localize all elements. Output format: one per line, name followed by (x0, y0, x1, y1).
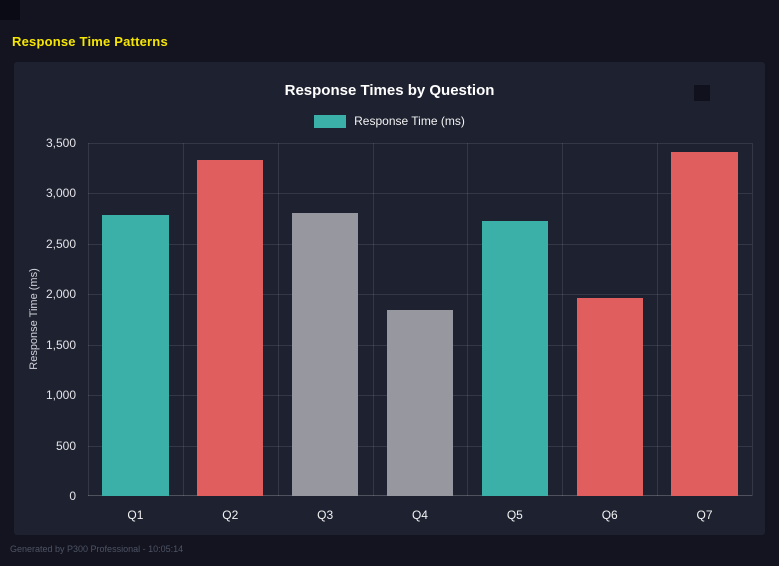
bar-column (373, 143, 468, 496)
footer-note: Generated by P300 Professional - 10:05:1… (10, 544, 184, 554)
y-tick-label: 3,500 (45, 136, 76, 150)
bar-column (562, 143, 657, 496)
legend-label: Response Time (ms) (354, 114, 465, 128)
x-tick-label: Q3 (317, 508, 334, 522)
y-tick-label: 2,500 (45, 236, 76, 251)
bar-q2[interactable] (197, 160, 264, 496)
bar-q7[interactable] (671, 152, 738, 496)
legend-swatch (314, 114, 347, 128)
y-tick-label: 1,500 (45, 337, 76, 352)
y-tick-label: 0 (69, 489, 76, 503)
v-gridline (277, 143, 279, 496)
page-title: Response Time Patterns (12, 34, 168, 49)
corner-square-top-left (0, 0, 20, 20)
bar-column (278, 143, 373, 496)
x-tick-label: Q1 (127, 508, 144, 522)
legend[interactable]: Response Time (ms) (14, 114, 765, 128)
bar-q3[interactable] (291, 212, 359, 496)
plot-area (88, 143, 753, 496)
bar-column (657, 143, 752, 496)
chart-title: Response Times by Question (284, 82, 495, 99)
h-gridline (88, 143, 752, 144)
y-tick-label: 3,000 (45, 186, 76, 201)
v-gridline (752, 143, 753, 496)
bar-column (88, 143, 183, 496)
y-tick-label: 500 (55, 438, 76, 453)
x-tick-label: Q5 (506, 508, 523, 522)
x-axis-labels: Q1 Q2 Q3 Q4 Q5 Q6 Q7 (88, 508, 752, 528)
chart-panel: Response Times by Question Response Time… (14, 62, 765, 535)
x-tick-label: Q7 (696, 508, 713, 522)
bar-column (183, 143, 278, 496)
v-gridline (562, 143, 564, 496)
bar-column (467, 143, 562, 496)
h-gridline (88, 294, 752, 296)
v-gridline (88, 143, 89, 496)
bar-q5[interactable] (481, 220, 549, 496)
corner-square-top-right (694, 85, 710, 101)
h-gridline (88, 193, 752, 195)
bar-q1[interactable] (102, 214, 169, 496)
x-tick-label: Q6 (601, 508, 618, 522)
v-gridline (372, 143, 374, 496)
v-gridline (182, 143, 184, 496)
x-tick-label: Q4 (411, 508, 428, 522)
bar-q4[interactable] (386, 310, 454, 496)
h-gridline (88, 243, 752, 245)
v-gridline (467, 143, 469, 496)
bar-q6[interactable] (576, 298, 643, 496)
v-gridline (657, 143, 659, 496)
x-tick-label: Q2 (222, 508, 239, 522)
y-axis-ticks: 0 500 1,000 1,500 2,000 2,500 3,000 3,500 (14, 136, 82, 503)
y-tick-label: 1,000 (45, 388, 76, 403)
y-tick-label: 2,000 (45, 287, 76, 302)
